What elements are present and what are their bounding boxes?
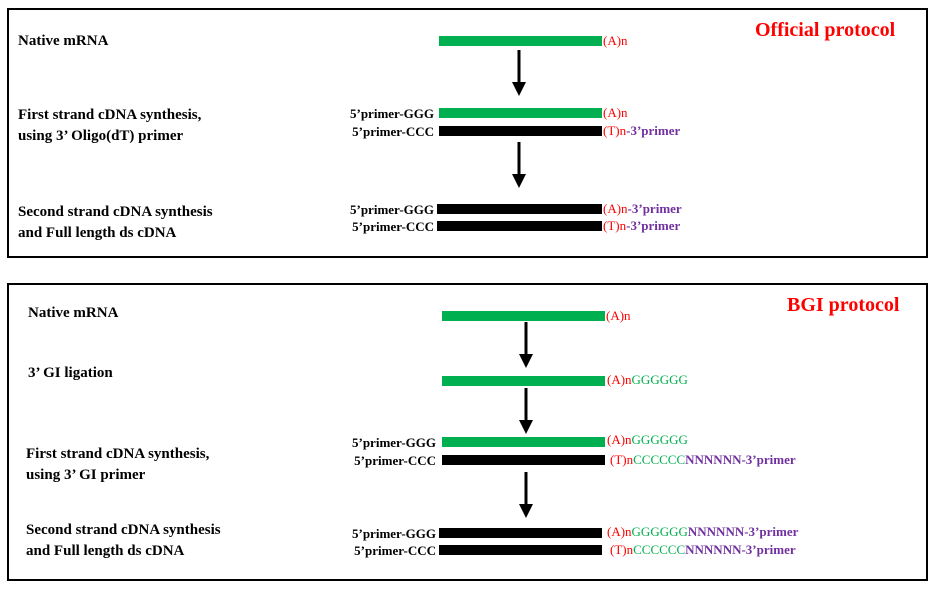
g-tail-label: GGGGGG [631, 372, 688, 387]
bgi-s4-top-cdna-strand [439, 528, 602, 538]
bgi-step-second-strand: Second strand cDNA synthesis and Full le… [26, 520, 221, 562]
bgi-s4-top-tail: (A)nGGGGGGNNNNNN-3’primer [607, 524, 798, 539]
bgi-arrow-2 [519, 388, 533, 434]
polyA-label: (A)n [603, 105, 628, 120]
bgi-s3-bottom-primer: 5’primer-CCC [354, 453, 436, 468]
polyT-label: (T)n [603, 218, 627, 233]
official-s3-bottom-tail: (T)n-3’primer [603, 218, 680, 233]
bgi-s3-mrna-strand [442, 437, 605, 447]
bgi-arrow-1 [519, 322, 533, 368]
step-label-line: Second strand cDNA synthesis [18, 204, 213, 220]
g-tail-label: GGGGGG [631, 432, 688, 447]
official-step-first-strand: First strand cDNA synthesis, using 3’ Ol… [18, 105, 201, 147]
official-s2-cdna-strand [439, 126, 602, 136]
official-s2-mrna-strand [439, 108, 602, 118]
primer-3-label: -3’primer [627, 201, 682, 216]
bgi-s3-cdna-strand [442, 455, 605, 465]
bgi-s3-top-primer: 5’primer-GGG [352, 435, 436, 450]
polyA-label: (A)n [607, 432, 632, 447]
bgi-arrow-3 [519, 472, 533, 518]
primer-3-label: -3’primer [626, 123, 681, 138]
polyA-label: (A)n [607, 372, 632, 387]
official-s2-bottom-tail: (T)n-3’primer [603, 123, 680, 138]
step-label-line: Native mRNA [18, 33, 109, 49]
official-step-second-strand: Second strand cDNA synthesis and Full le… [18, 202, 213, 244]
step-label-line: First strand cDNA synthesis, [26, 446, 210, 462]
bgi-s4-bottom-primer: 5’primer-CCC [354, 543, 436, 558]
bgi-mrna-strand [442, 311, 605, 321]
step-label-line: Second strand cDNA synthesis [26, 522, 221, 538]
bgi-s2-tail: (A)nGGGGGG [607, 372, 688, 387]
step-label-line: and Full length ds cDNA [18, 225, 177, 241]
polyA-label: (A)n [606, 308, 631, 323]
n-primer-3-label: NNNNNN-3’primer [687, 524, 799, 539]
step-label-line: using 3’ Oligo(dT) primer [18, 128, 184, 144]
official-s2-top-tail: (A)n [603, 105, 628, 120]
official-protocol-title: Official protocol [755, 19, 896, 41]
bgi-step-gi-ligation: 3’ GI ligation [28, 363, 113, 384]
polyA-label: (A)n [603, 201, 628, 216]
n-primer-3-label: NNNNNN-3’primer [685, 452, 796, 467]
official-arrow-1 [512, 50, 526, 96]
official-step-native-mrna: Native mRNA [18, 31, 108, 52]
step-label-line: 3’ GI ligation [28, 365, 113, 381]
polyA-label: (A)n [607, 524, 632, 539]
polyA-label: (A)n [603, 33, 628, 48]
step-label-line: First strand cDNA synthesis, [18, 107, 202, 123]
c-tail-label: CCCCCC [633, 542, 686, 557]
official-s3-top-primer: 5’primer-GGG [350, 202, 434, 217]
c-tail-label: CCCCCC [633, 452, 686, 467]
bgi-s4-bottom-tail: (T)nCCCCCCNNNNNN-3’primer [610, 542, 796, 557]
bgi-protocol-title: BGI protocol [787, 294, 900, 316]
bgi-step-first-strand: First strand cDNA synthesis, using 3’ GI… [26, 444, 209, 486]
bgi-s3-bottom-tail: (T)nCCCCCCNNNNNN-3’primer [610, 452, 796, 467]
step-label-line: Native mRNA [28, 305, 119, 321]
official-s3-bottom-primer: 5’primer-CCC [352, 219, 434, 234]
official-s2-bottom-primer: 5’primer-CCC [352, 124, 434, 139]
bgi-s2-mrna-strand [442, 376, 605, 386]
g-tail-label: GGGGGG [631, 524, 688, 539]
step-label-line: using 3’ GI primer [26, 467, 146, 483]
official-arrow-2 [512, 142, 526, 188]
n-primer-3-label: NNNNNN-3’primer [685, 542, 796, 557]
bgi-s4-top-primer: 5’primer-GGG [352, 526, 436, 541]
bgi-step-native-mrna: Native mRNA [28, 303, 118, 324]
bgi-s3-top-tail: (A)nGGGGGG [607, 432, 688, 447]
bgi-s1-tail: (A)n [606, 308, 631, 323]
official-polyA-tail: (A)n [603, 33, 628, 48]
step-label-line: and Full length ds cDNA [26, 543, 185, 559]
polyT-label: (T)n [610, 542, 634, 557]
official-s2-top-primer: 5’primer-GGG [350, 106, 434, 121]
bgi-s4-bottom-cdna-strand [439, 545, 602, 555]
official-mrna-strand [439, 36, 602, 46]
polyT-label: (T)n [603, 123, 627, 138]
official-s3-top-cdna-strand [437, 204, 602, 214]
official-s3-top-tail: (A)n-3’primer [603, 201, 682, 216]
official-s3-bottom-cdna-strand [437, 221, 602, 231]
polyT-label: (T)n [610, 452, 634, 467]
primer-3-label: -3’primer [626, 218, 681, 233]
